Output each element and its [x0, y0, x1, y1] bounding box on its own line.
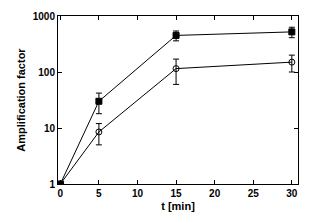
- svg-text:t [min]: t [min]: [161, 200, 195, 212]
- svg-text:1000: 1000: [33, 11, 56, 22]
- svg-text:20: 20: [209, 188, 221, 199]
- svg-text:10: 10: [132, 188, 144, 199]
- svg-text:0: 0: [58, 188, 64, 199]
- svg-text:15: 15: [171, 188, 183, 199]
- svg-text:25: 25: [248, 188, 260, 199]
- svg-text:30: 30: [286, 188, 298, 199]
- svg-text:1: 1: [49, 179, 55, 190]
- svg-text:5: 5: [96, 188, 102, 199]
- svg-text:100: 100: [38, 67, 55, 78]
- svg-text:Amplification factor: Amplification factor: [15, 48, 27, 152]
- svg-text:10: 10: [44, 123, 56, 134]
